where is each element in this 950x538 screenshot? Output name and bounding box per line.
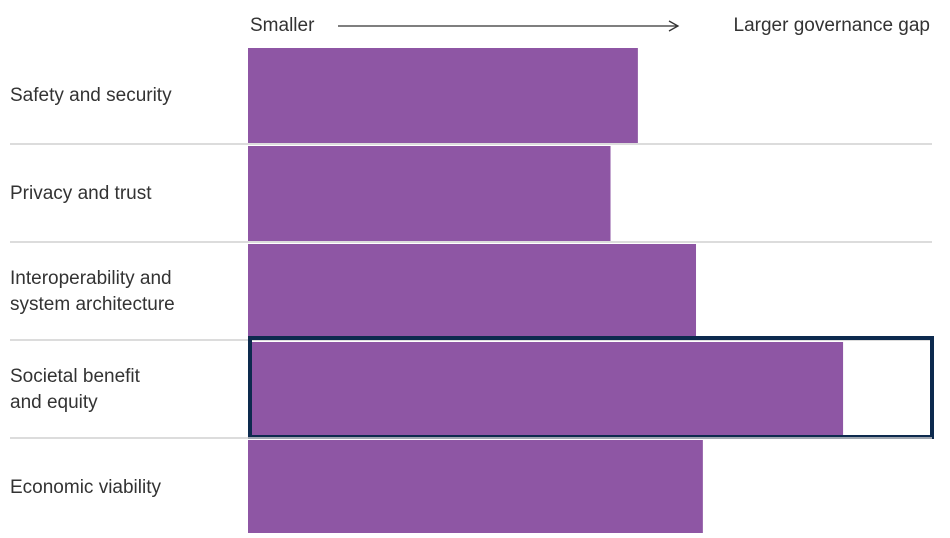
highlight-box	[248, 336, 934, 439]
axis-high-label: Larger governance gap	[734, 15, 930, 36]
bar	[248, 342, 844, 437]
category-label: Safety and security	[10, 85, 172, 106]
axis-low-label: Smaller	[250, 15, 315, 36]
bar	[248, 48, 638, 143]
bar	[248, 440, 703, 535]
category-label: Societal benefit and equity	[10, 366, 141, 413]
category-label: Privacy and trust	[10, 183, 152, 204]
bar	[248, 146, 611, 241]
category-label: Interoperability and system architecture	[10, 268, 175, 315]
bar	[248, 244, 697, 339]
category-label: Economic viability	[10, 477, 161, 498]
